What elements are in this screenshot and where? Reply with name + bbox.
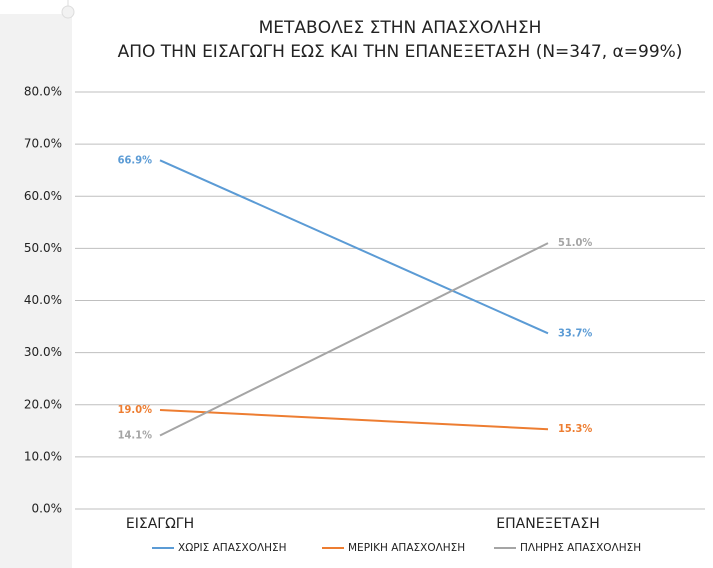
side-band [0, 14, 72, 568]
legend-label: ΜΕΡΙΚΗ ΑΠΑΣΧΟΛΗΣΗ [348, 542, 465, 554]
legend-label: ΠΛΗΡΗΣ ΑΠΑΣΧΟΛΗΣΗ [520, 542, 641, 554]
y-tick-label: 70.0% [24, 137, 62, 151]
x-tick-label: ΕΠΑΝΕΞΕΤΑΣΗ [496, 516, 599, 532]
y-tick-label: 50.0% [24, 241, 62, 255]
y-tick-label: 30.0% [24, 345, 62, 359]
decor-circle [61, 5, 75, 19]
series-line [159, 408, 549, 431]
series-line [159, 242, 549, 437]
data-label: 14.1% [118, 429, 152, 442]
data-label: 15.3% [558, 422, 592, 435]
x-tick-label: ΕΙΣΑΓΩΓΗ [126, 516, 194, 532]
y-tick-label: 40.0% [24, 293, 62, 307]
y-tick-label: 10.0% [24, 449, 62, 463]
legend-label: ΧΩΡΙΣ ΑΠΑΣΧΟΛΗΣΗ [178, 542, 287, 554]
data-label: 19.0% [118, 403, 152, 416]
data-label: 51.0% [558, 236, 592, 249]
y-tick-label: 80.0% [24, 85, 62, 99]
y-tick-label: 20.0% [24, 397, 62, 411]
series-line [159, 159, 549, 335]
chart-title: ΜΕΤΑΒΟΛΕΣ ΣΤΗΝ ΑΠΑΣΧΟΛΗΣΗ [259, 18, 542, 38]
y-tick-label: 0.0% [32, 502, 63, 516]
data-label: 33.7% [558, 326, 592, 339]
data-label: 66.9% [118, 153, 152, 166]
chart-subtitle: ΑΠΟ ΤΗΝ ΕΙΣΑΓΩΓΗ ΕΩΣ ΚΑΙ ΤΗΝ ΕΠΑΝΕΞΕΤΑΣΗ… [118, 42, 683, 62]
y-tick-label: 60.0% [24, 189, 62, 203]
